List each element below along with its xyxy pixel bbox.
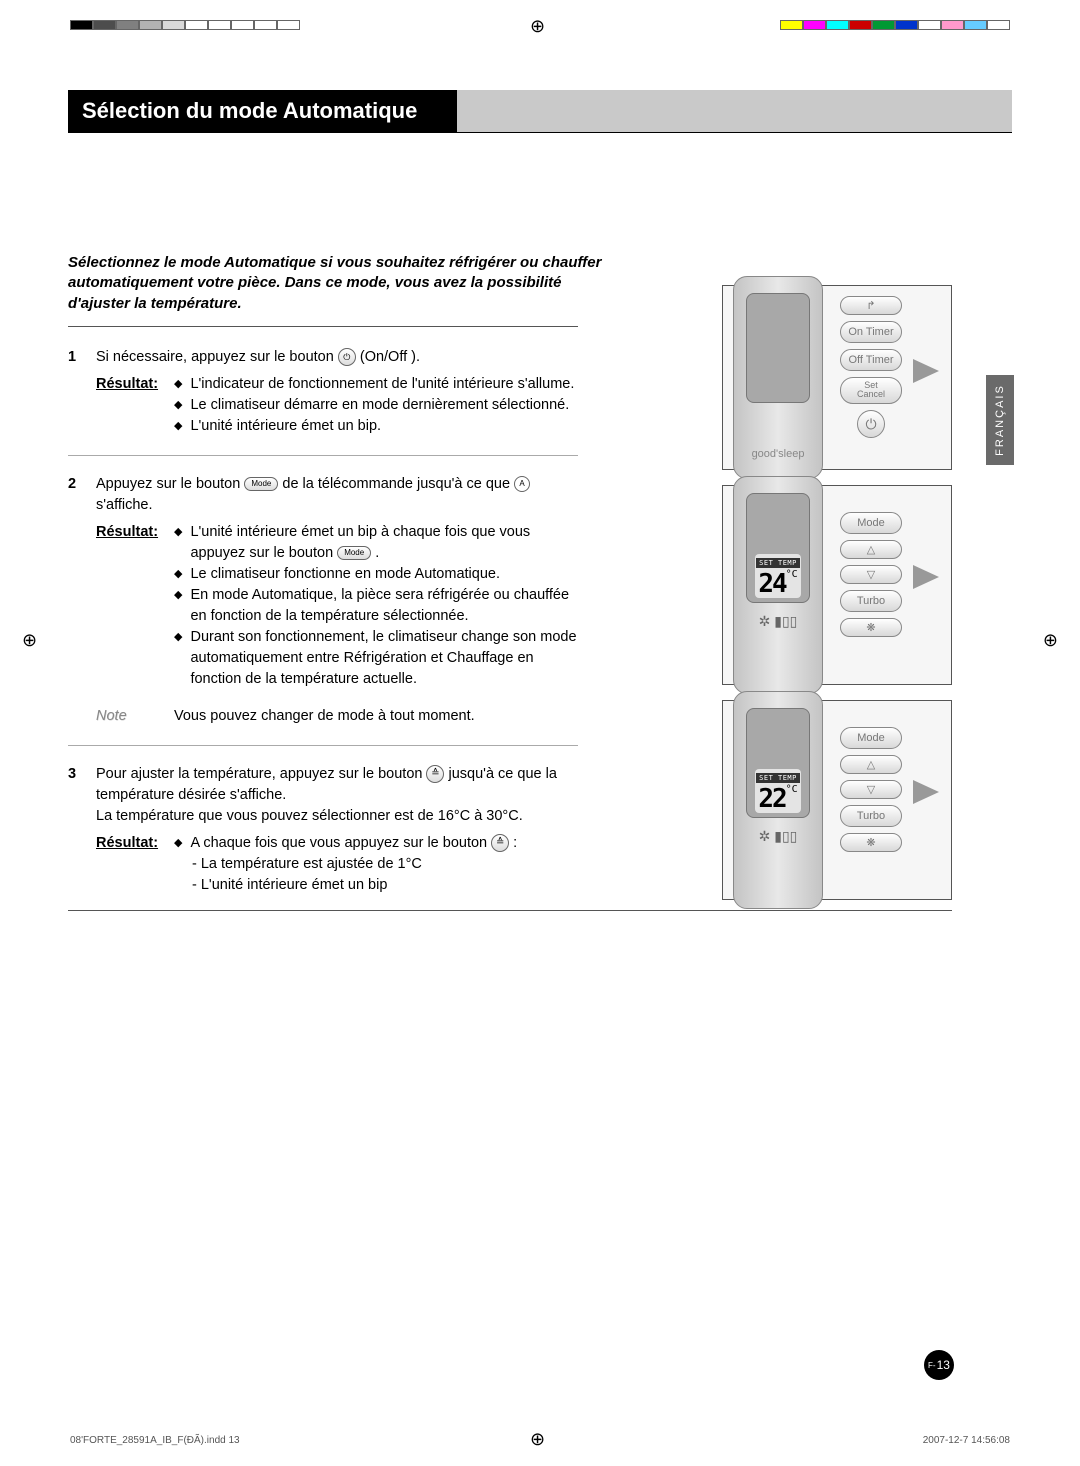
swing-button-icon: ↱ [840,296,902,315]
result-item: L'unité intérieure émet un bip à chaque … [174,522,578,564]
intro-text: Sélectionnez le mode Automatique si vous… [68,253,608,314]
result-item: L'unité intérieure émet un bip. [174,416,578,437]
divider [68,910,952,911]
result-item: L'indicateur de fonctionnement de l'unit… [174,374,578,395]
set-temp-label: SET TEMP [756,773,800,783]
step-text: Appuyez sur le bouton [96,476,244,492]
fan-icon: ✲ ▮▯▯ [747,613,809,630]
turbo-button: Turbo [840,590,902,612]
turbo-button: Turbo [840,805,902,827]
print-footer: 08'FORTE_28591A_IB_F(ĐÃ).indd 13 2007-12… [70,1435,1010,1446]
temp-unit: °C [786,569,798,580]
footer-file: 08'FORTE_28591A_IB_F(ĐÃ).indd 13 [70,1435,240,1446]
note-text: Vous pouvez changer de mode à tout momen… [174,706,475,727]
step-number: 1 [68,347,96,437]
set-temp-label: SET TEMP [756,558,800,568]
temp-unit: °C [786,784,798,795]
result-item: En mode Automatique, la pièce sera réfri… [174,585,578,627]
step-text: de la télécommande jusqu'à ce que [282,476,514,492]
mode-button-icon: Mode [244,477,278,491]
auto-icon: A [514,476,530,492]
registration-mark-icon: ⊕ [530,16,545,37]
remote-figure-2: SET TEMP 24°C ✲ ▮▯▯ Mode △ ▽ Turbo ❋ [722,485,952,685]
mode-button-icon: Mode [337,546,371,560]
temp-button-icon: ≙ [426,765,444,783]
result-item: Le climatiseur fonctionne en mode Automa… [174,564,578,585]
section-title-bar: Sélection du mode Automatique [68,90,1012,133]
power-icon: ⏻ [338,348,356,366]
result-label: Résultat: [96,374,174,437]
temp-button-icon: ≙ [491,834,509,852]
mode-button: Mode [840,727,902,749]
power-button-icon: ⏻ [857,410,885,438]
registration-bar-right [780,20,1010,30]
temp-down-button-icon: ▽ [840,780,902,799]
remote-figure-1: good'sleep ↱ On Timer Off Timer Set Canc… [722,285,952,470]
registration-mark-icon: ⊕ [1043,630,1058,651]
step-text: (On/Off ). [360,349,420,365]
step-number: 3 [68,764,96,896]
step-text: s'affiche. [96,497,153,513]
result-item: Durant son fonctionnement, le climatiseu… [174,627,578,690]
divider [68,326,578,327]
step-text: Si nécessaire, appuyez sur le bouton [96,349,338,365]
remote-figure-3: SET TEMP 22°C ✲ ▮▯▯ Mode △ ▽ Turbo ❋ [722,700,952,900]
instruction-step: 3 Pour ajuster la température, appuyez s… [68,745,578,914]
note-label: Note [96,706,174,727]
temp-down-button-icon: ▽ [840,565,902,584]
result-label: Résultat: [96,833,174,896]
result-subitem: - La température est ajustée de 1°C [192,854,578,875]
page-number: F-13 [924,1350,954,1380]
temp-up-button-icon: △ [840,755,902,774]
instruction-step: 1 Si nécessaire, appuyez sur le bouton ⏻… [68,339,578,455]
result-subitem: - L'unité intérieure émet un bip [192,875,578,896]
language-tab: FRANÇAIS [986,375,1014,465]
temp-value: 24 [758,569,785,599]
on-timer-button: On Timer [840,321,902,343]
fan-button-icon: ❋ [840,833,902,852]
set-cancel-button: Set Cancel [840,377,902,404]
section-title: Sélection du mode Automatique [68,90,457,132]
result-item: Le climatiseur démarre en mode dernièrem… [174,395,578,416]
off-timer-button: Off Timer [840,349,902,371]
temp-value: 22 [758,784,785,814]
registration-bar-left [70,20,300,30]
step-number: 2 [68,474,96,727]
mode-button: Mode [840,512,902,534]
temp-up-button-icon: △ [840,540,902,559]
footer-timestamp: 2007-12-7 14:56:08 [923,1435,1010,1446]
goodsleep-label: good'sleep [734,448,822,460]
instruction-step: 2 Appuyez sur le bouton Mode de la téléc… [68,455,578,745]
fan-icon: ✲ ▮▯▯ [747,828,809,845]
step-text: Pour ajuster la température, appuyez sur… [96,766,426,782]
registration-mark-icon: ⊕ [22,630,37,651]
result-item: A chaque fois que vous appuyez sur le bo… [174,833,578,854]
result-label: Résultat: [96,522,174,690]
step-text: La température que vous pouvez sélection… [96,806,578,827]
fan-button-icon: ❋ [840,618,902,637]
